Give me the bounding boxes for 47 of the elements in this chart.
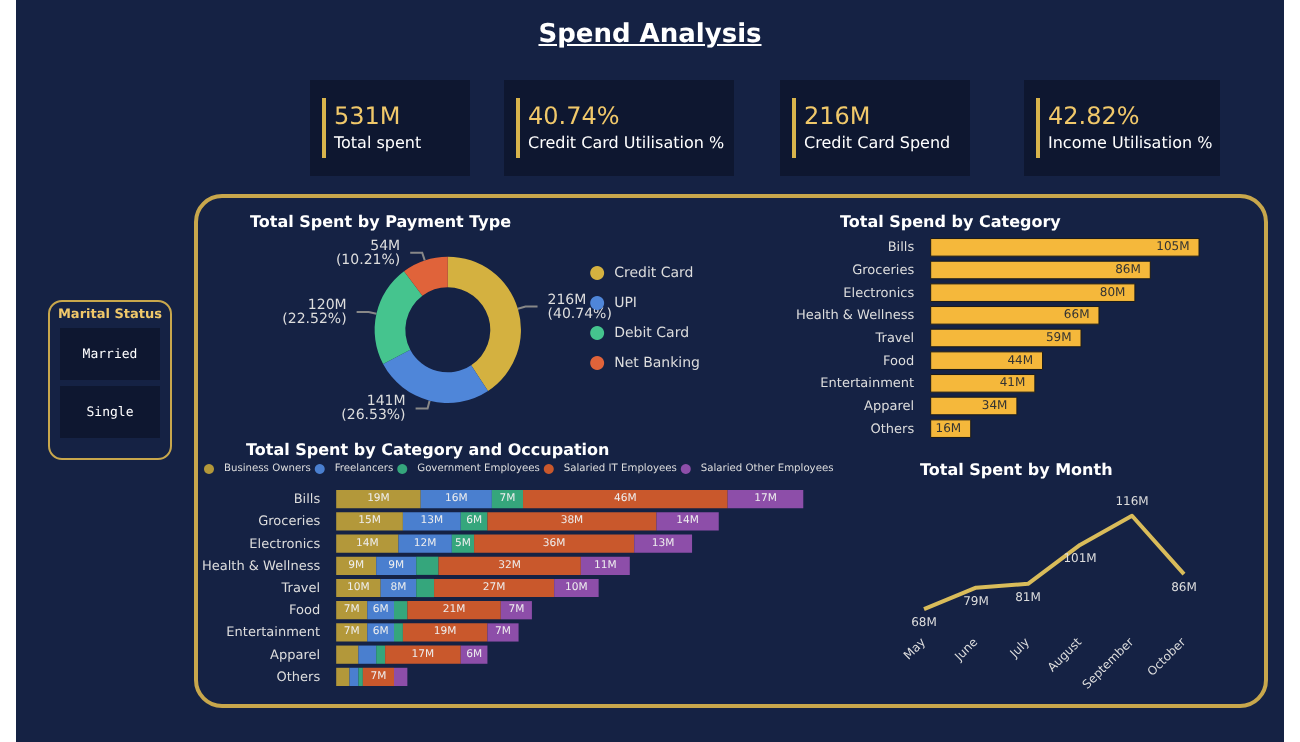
bar [336,645,359,664]
bar [398,534,452,553]
bar [394,623,403,642]
text: Credit Card Utilisation % [528,134,725,152]
bar [930,260,1151,280]
bar [336,490,421,509]
bar [930,351,1044,370]
chart-title: Total Spent by Payment Type [250,213,513,231]
chart-title: Total Spent by Month [920,461,1114,479]
bar [930,374,1036,393]
text: 40.74% [528,102,620,130]
bar [474,534,635,553]
text: Spend Analysis [536,20,764,50]
bar [487,512,657,531]
bar [394,601,408,620]
chart-title: Total Spent by Category and Occupation [246,441,611,459]
text: 531M [334,102,401,130]
bar [930,328,1082,348]
bar [336,623,368,642]
bar [336,534,399,553]
bar [376,645,386,664]
bar [407,601,501,620]
bar [385,645,461,664]
bar [438,556,581,575]
bar [930,306,1100,325]
bar [434,578,555,598]
bar [402,623,488,642]
bar [930,283,1136,302]
bar [420,490,492,509]
bar [930,238,1200,257]
bar [358,645,377,664]
bar [336,512,403,531]
bar [634,534,693,553]
bar [416,556,439,575]
bar [727,490,804,509]
bar [394,667,408,686]
text: Total spent [334,134,422,152]
text: 42.82% [1048,102,1140,130]
text: Credit Card Spend [804,134,951,152]
bar [416,578,435,598]
bar [487,623,519,642]
bar [523,490,728,509]
bar [336,667,350,686]
text: Income Utilisation % [1048,134,1213,152]
bar [656,512,719,531]
text: 216M [804,102,871,130]
chart-title: Total Spend by Category [840,213,1063,231]
